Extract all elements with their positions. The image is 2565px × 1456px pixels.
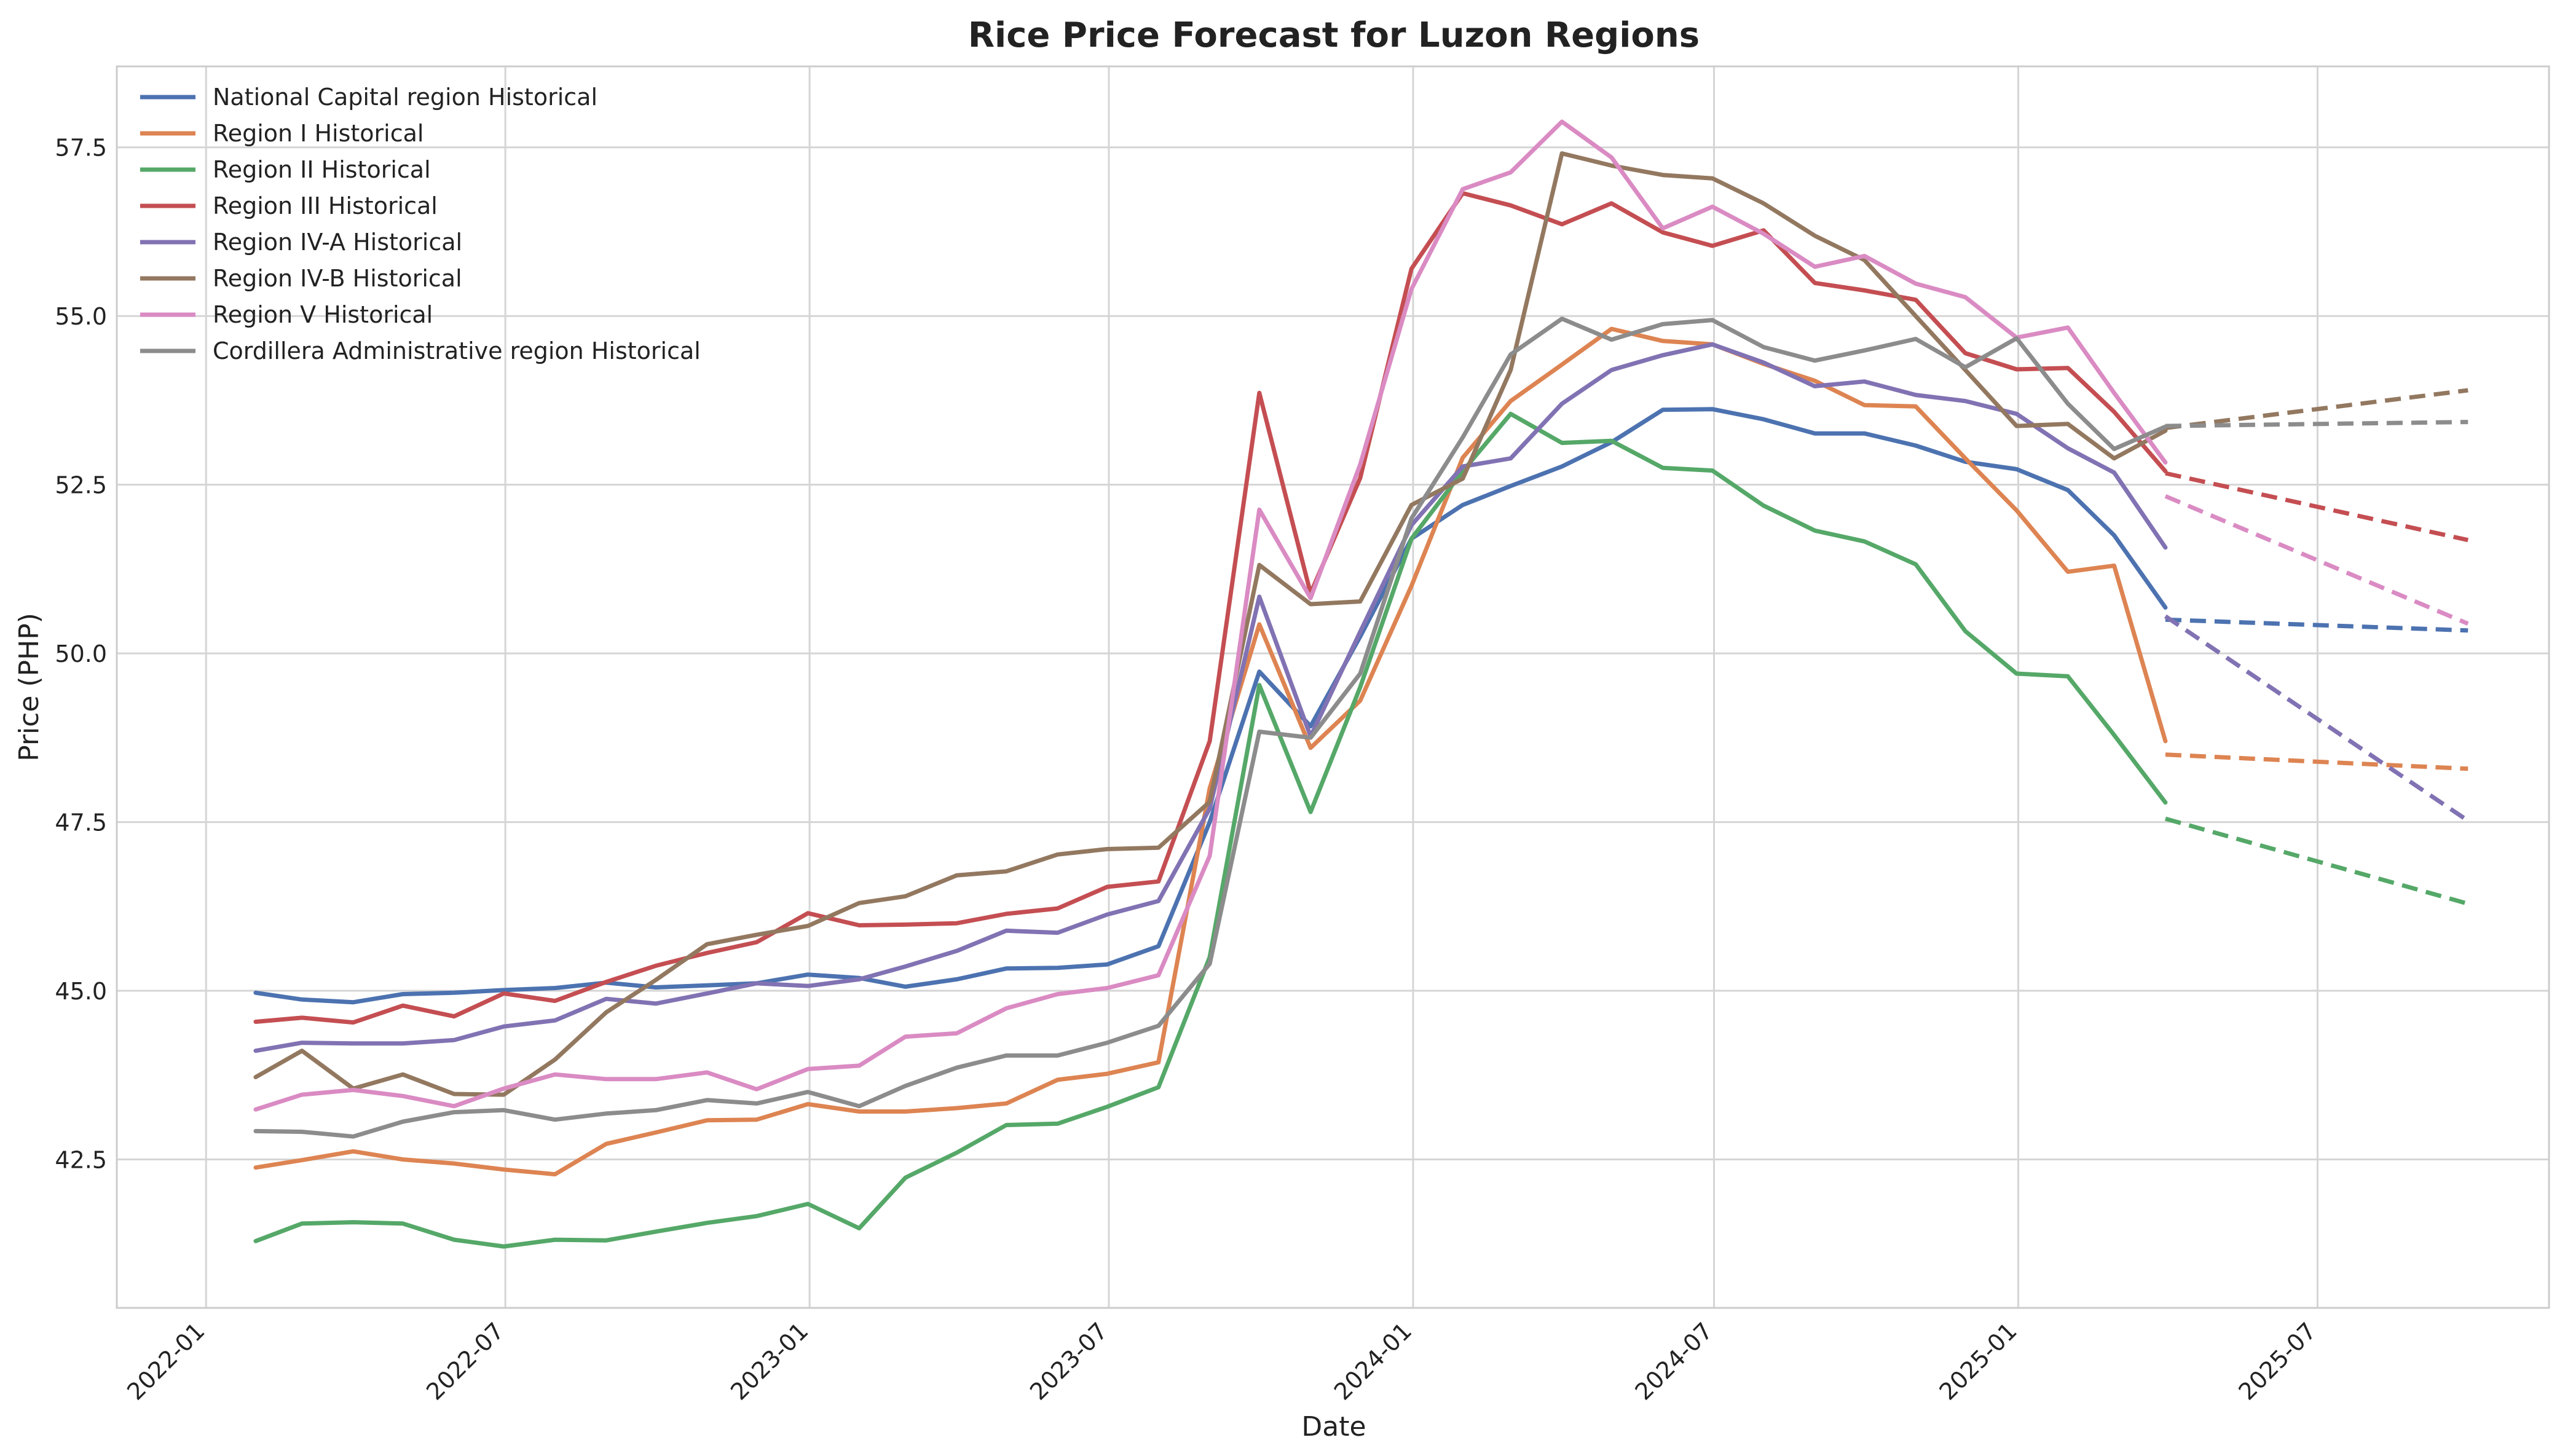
- series-line-forecast: [2165, 471, 2468, 543]
- y-tick-label: 57.5: [55, 135, 107, 162]
- grid-lines: [117, 66, 2549, 1308]
- y-tick-label: 52.5: [55, 472, 107, 499]
- series-line-historical: [253, 342, 2168, 1053]
- series-line-historical: [253, 119, 2168, 1112]
- legend-label: National Capital region Historical: [213, 84, 597, 111]
- legend: National Capital region Historical Region…: [140, 84, 701, 364]
- series-line-forecast: [2164, 614, 2470, 823]
- series-line-forecast: [2165, 388, 2468, 430]
- legend-label: Region II Historical: [213, 156, 431, 183]
- plot-frame: [116, 65, 2550, 1309]
- series-layer: [253, 119, 2470, 1249]
- x-axis-label: Date: [1301, 1411, 1366, 1442]
- series-line-historical: [253, 191, 2168, 1025]
- legend-label: Region III Historical: [213, 192, 438, 219]
- series-line-forecast: [2165, 617, 2468, 633]
- legend-label: Region V Historical: [213, 301, 433, 328]
- chart-title: Rice Price Forecast for Luzon Regions: [968, 15, 1700, 55]
- series-line-historical: [253, 407, 2168, 1005]
- y-tick-label: 45.0: [55, 978, 107, 1005]
- plot-area: [116, 65, 2550, 1309]
- series-line-forecast: [2165, 420, 2468, 428]
- series-line-forecast: [2164, 494, 2469, 626]
- series-line-forecast: [2165, 752, 2468, 771]
- series-line-historical: [253, 326, 2168, 1177]
- y-tick-label: 55.0: [55, 303, 107, 330]
- series-line-historical: [253, 151, 2168, 1097]
- legend-label: Region IV-A Historical: [213, 229, 462, 256]
- y-tick-label: 47.5: [55, 809, 107, 836]
- series-line-forecast: [2164, 816, 2469, 906]
- y-tick-label: 50.0: [55, 640, 107, 667]
- y-axis-label: Price (PHP): [14, 613, 45, 761]
- y-tick-label: 42.5: [55, 1146, 107, 1173]
- series-line-historical: [253, 317, 2168, 1139]
- legend-label: Cordillera Administrative region Histori…: [213, 337, 701, 364]
- legend-label: Region IV-B Historical: [213, 265, 462, 292]
- legend-label: Region I Historical: [213, 120, 424, 147]
- y-axis-ticks: 42.5 45.0 47.5 50.0 52.5 55.0 57.5: [55, 135, 107, 1174]
